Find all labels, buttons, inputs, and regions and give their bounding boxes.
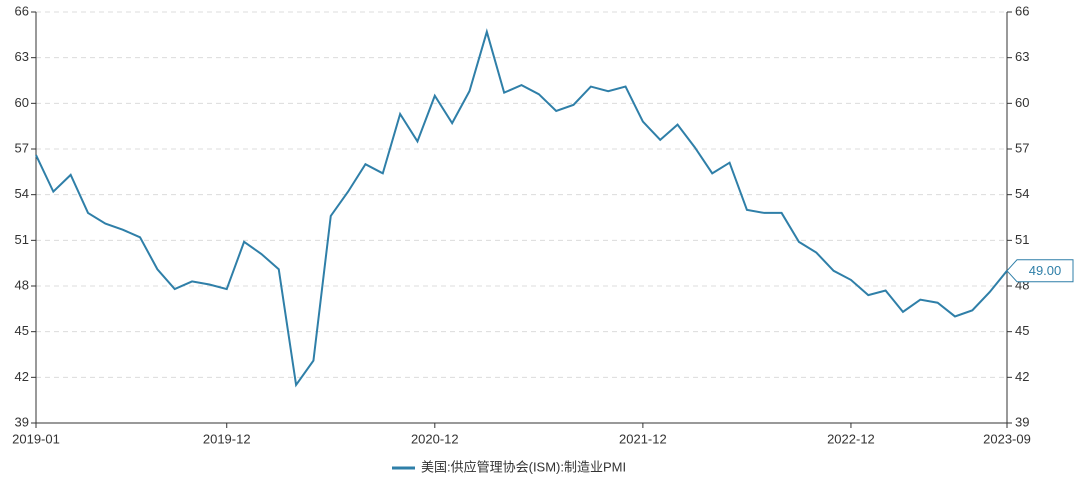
line [35, 28, 1008, 388]
y-tick-label: 48 [15, 277, 29, 292]
y-tick-label: 51 [15, 232, 29, 247]
y2-tick-label: 42 [1015, 369, 1029, 384]
x-tick-label: 2019-01 [12, 431, 60, 446]
y-tick-label: 66 [15, 3, 29, 18]
y2-tick-label: 39 [1015, 414, 1029, 429]
y-tick-label: 54 [15, 186, 29, 201]
value-callout [1006, 259, 1074, 283]
y2-tick-label: 51 [1015, 232, 1029, 247]
y-tick-label: 60 [15, 95, 29, 110]
y-tick-label: 57 [15, 140, 29, 155]
y2-tick-label: 60 [1015, 95, 1029, 110]
x-tick-label: 2019-12 [203, 431, 251, 446]
x-tick-label: 2020-12 [411, 431, 459, 446]
y2-tick-label: 66 [1015, 3, 1029, 18]
y-tick-label: 45 [15, 323, 29, 338]
y-tick-label: 63 [15, 49, 29, 64]
y-tick-label: 42 [15, 369, 29, 384]
x-tick-label: 2023-09 [983, 431, 1031, 446]
legend-label: 美国:供应管理协会(ISM):制造业PMI [421, 459, 626, 474]
y2-tick-label: 57 [1015, 140, 1029, 155]
value-label: 49.00 [1029, 263, 1062, 278]
y2-tick-label: 63 [1015, 49, 1029, 64]
y-tick-label: 39 [15, 414, 29, 429]
y2-tick-label: 45 [1015, 323, 1029, 338]
y2-tick-label: 54 [1015, 186, 1029, 201]
x-tick-label: 2021-12 [619, 431, 667, 446]
x-tick-label: 2022-12 [827, 431, 875, 446]
